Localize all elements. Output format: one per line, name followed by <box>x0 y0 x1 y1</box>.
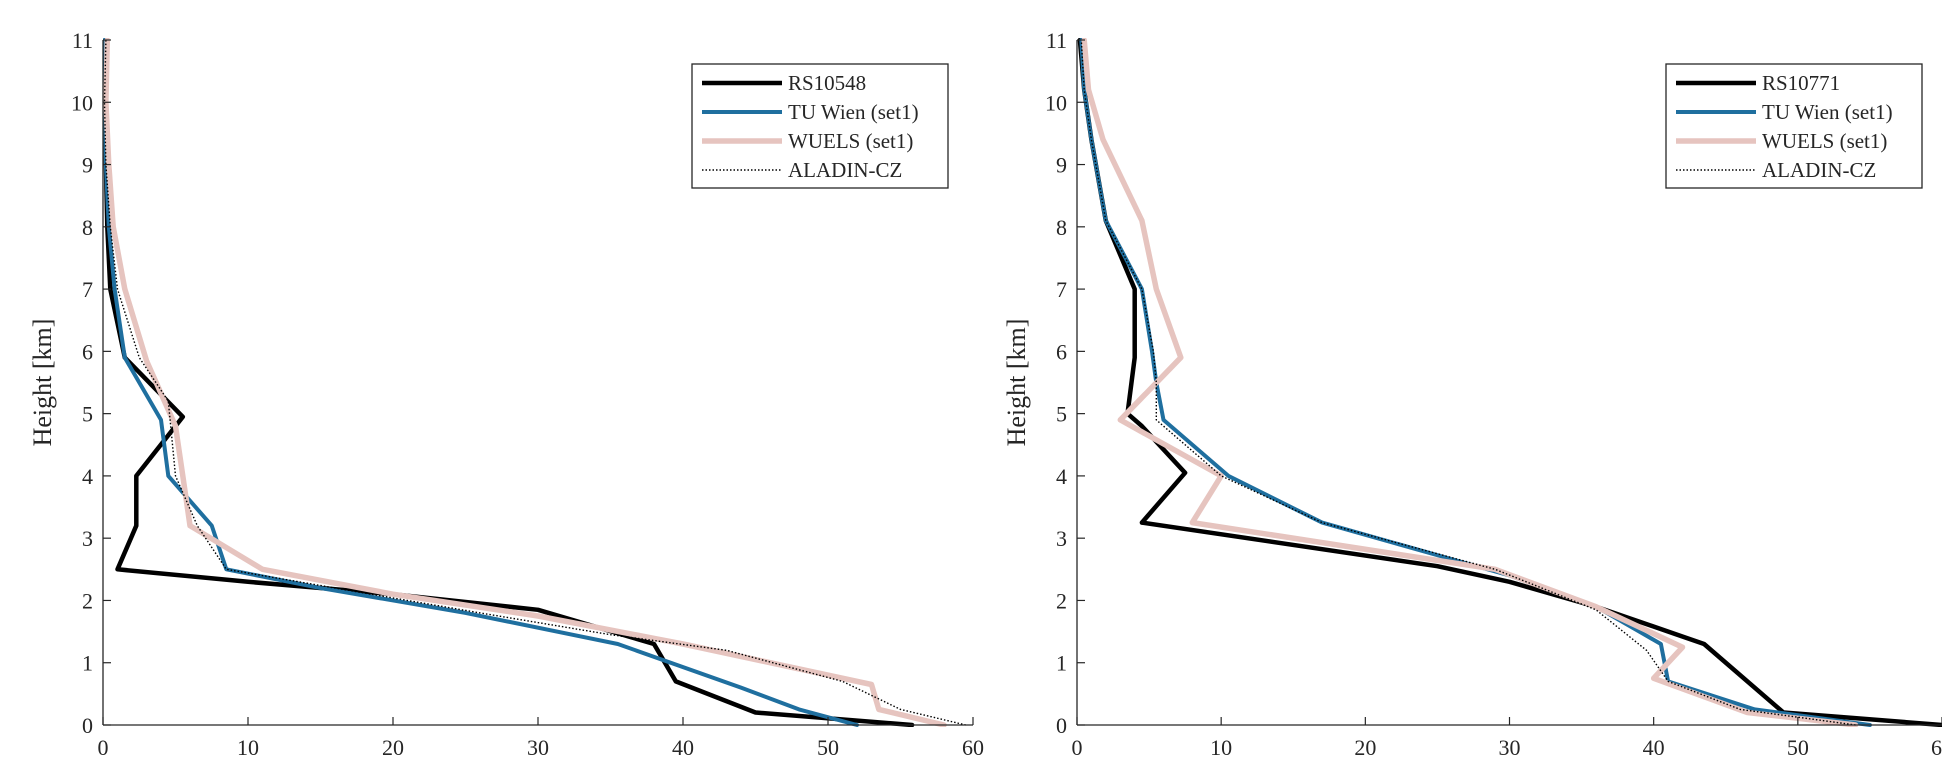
legend-label: ALADIN-CZ <box>1762 158 1876 182</box>
x-tick-label: 60 <box>1931 735 1942 760</box>
series-line-3 <box>1081 38 1859 727</box>
y-tick-label: 5 <box>82 402 93 427</box>
legend: RS10771 TU Wien (set1) WUELS (set1) ALADIN-… <box>1665 63 1923 189</box>
chart-panel-2: 0 10 20 30 40 50 60 0 1 2 3 4 5 6 7 8 9 10 11 Height [km] RS… <box>1002 28 1942 760</box>
y-tick-label: 10 <box>71 90 93 115</box>
y-tick-label: 2 <box>1056 588 1067 613</box>
x-tick-label: 40 <box>672 735 694 760</box>
y-tick-label: 9 <box>82 153 93 178</box>
x-tick-label: 50 <box>817 735 839 760</box>
legend-label: TU Wien (set1) <box>788 100 919 124</box>
series-line-2 <box>103 38 859 727</box>
y-tick-label: 8 <box>1056 215 1067 240</box>
x-tick-label: 20 <box>382 735 404 760</box>
legend-label: ALADIN-CZ <box>788 158 902 182</box>
y-tick-label: 3 <box>1056 526 1067 551</box>
x-tick-label: 10 <box>1210 735 1232 760</box>
x-tick-label: 30 <box>527 735 549 760</box>
y-tick-label: 4 <box>1056 464 1067 489</box>
legend-label: TU Wien (set1) <box>1762 100 1893 124</box>
chart-panel-1: 0 10 20 30 40 50 60 0 1 2 3 4 5 6 7 8 9 10 11 Height [km] RS… <box>28 28 984 760</box>
y-tick-label: 7 <box>1056 277 1067 302</box>
x-tick-label: 10 <box>237 735 259 760</box>
y-tick-label: 3 <box>82 526 93 551</box>
x-tick-label: 40 <box>1643 735 1665 760</box>
y-tick-label: 10 <box>1045 90 1067 115</box>
series-group <box>103 38 966 727</box>
y-tick-label: 1 <box>82 651 93 676</box>
x-tick-label: 30 <box>1499 735 1521 760</box>
legend-label: RS10771 <box>1762 71 1840 95</box>
y-tick-label: 4 <box>82 464 93 489</box>
y-tick-label: 11 <box>72 28 93 53</box>
y-tick-label: 5 <box>1056 402 1067 427</box>
y-tick-label: 0 <box>82 713 93 738</box>
y-axis-label: Height [km] <box>1002 319 1031 447</box>
legend: RS10548 TU Wien (set1) WUELS (set1) ALADIN-… <box>691 63 949 189</box>
y-tick-label: 7 <box>82 277 93 302</box>
y-tick-label: 6 <box>82 339 93 364</box>
legend-label: RS10548 <box>788 71 866 95</box>
legend-label: WUELS (set1) <box>1762 129 1887 153</box>
y-tick-label: 2 <box>82 588 93 613</box>
x-tick-label: 0 <box>1072 735 1083 760</box>
y-axis-label: Height [km] <box>28 319 57 447</box>
y-tick-label: 11 <box>1046 28 1067 53</box>
x-tick-label: 60 <box>962 735 984 760</box>
x-tick-label: 0 <box>98 735 109 760</box>
y-tick-label: 0 <box>1056 713 1067 738</box>
y-tick-label: 1 <box>1056 651 1067 676</box>
x-tick-label: 20 <box>1354 735 1376 760</box>
y-tick-label: 8 <box>82 215 93 240</box>
legend-label: WUELS (set1) <box>788 129 913 153</box>
y-tick-label: 9 <box>1056 153 1067 178</box>
series-group <box>1077 38 1942 727</box>
x-tick-label: 50 <box>1787 735 1809 760</box>
y-tick-label: 6 <box>1056 339 1067 364</box>
